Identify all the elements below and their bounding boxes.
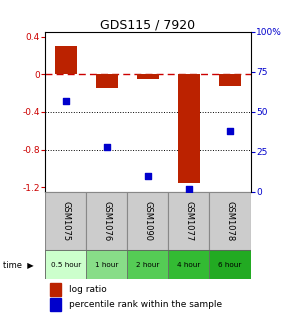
Point — [187, 186, 191, 192]
Bar — [54, 46, 77, 74]
Text: GSM1090: GSM1090 — [144, 201, 152, 241]
Bar — [127, 250, 168, 279]
Bar — [96, 74, 118, 88]
Bar — [50, 298, 61, 311]
Point — [146, 173, 150, 179]
Point — [228, 128, 232, 134]
Bar — [45, 250, 86, 279]
Title: GDS115 / 7920: GDS115 / 7920 — [100, 19, 195, 32]
Bar — [168, 250, 209, 279]
Text: percentile rank within the sample: percentile rank within the sample — [69, 300, 222, 309]
Point — [105, 144, 109, 150]
Text: 2 hour: 2 hour — [136, 262, 160, 268]
Text: 1 hour: 1 hour — [95, 262, 119, 268]
Text: GSM1077: GSM1077 — [185, 201, 193, 241]
Text: time  ▶: time ▶ — [3, 260, 34, 269]
Bar — [86, 192, 127, 250]
Text: log ratio: log ratio — [69, 285, 107, 294]
Point — [64, 98, 68, 103]
Bar — [168, 192, 209, 250]
Text: 4 hour: 4 hour — [177, 262, 201, 268]
Bar — [86, 250, 127, 279]
Text: GSM1078: GSM1078 — [226, 201, 234, 241]
Bar — [45, 192, 86, 250]
Bar — [50, 283, 61, 296]
Bar — [127, 192, 168, 250]
Text: GSM1076: GSM1076 — [103, 201, 111, 241]
Bar — [209, 192, 251, 250]
Text: 0.5 hour: 0.5 hour — [51, 262, 81, 268]
Text: 6 hour: 6 hour — [218, 262, 242, 268]
Text: GSM1075: GSM1075 — [62, 201, 70, 241]
Bar — [209, 250, 251, 279]
Bar — [137, 74, 159, 79]
Bar — [178, 74, 200, 182]
Bar — [219, 74, 241, 86]
